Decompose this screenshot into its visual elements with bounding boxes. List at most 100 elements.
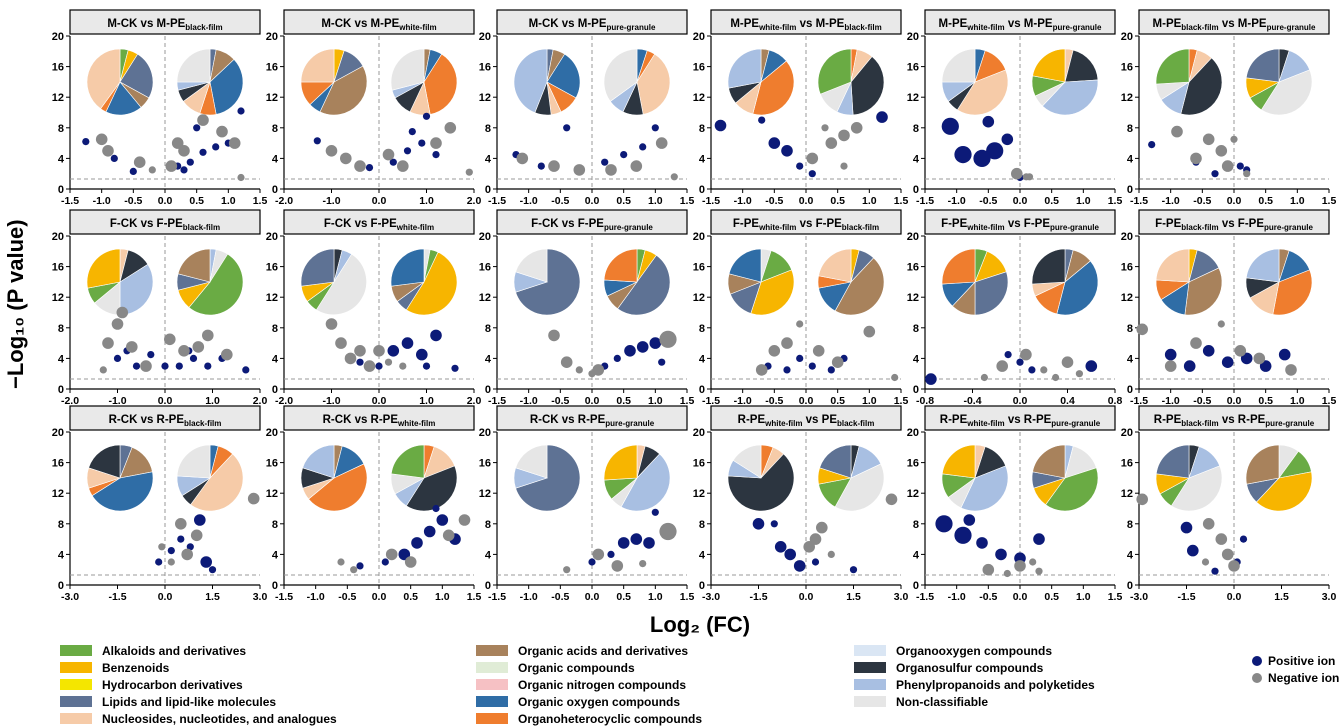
subplot: M-CK vs M-PEwhite-film 0 4 8 12 16 20 -2.0 -1.0 0…: [266, 9, 481, 207]
pie-slice: [603, 444, 638, 481]
pie-slice: [1272, 269, 1313, 316]
positive-ion-point: [161, 362, 169, 370]
legend-label: Organosulfur compounds: [896, 660, 1044, 675]
negative-ion-point: [1215, 145, 1228, 157]
negative-ion-point: [373, 345, 385, 357]
positive-ion-point: [563, 124, 571, 132]
y-tick-label: 8: [485, 323, 491, 335]
x-tick-label: -0.5: [124, 195, 142, 207]
x-tick-label: -0.5: [551, 591, 569, 603]
x-tick-label: -0.5: [1193, 195, 1211, 207]
subplot-title-box: [69, 209, 261, 235]
x-tick-label: -1.0: [1162, 395, 1180, 407]
pie-slice: [176, 444, 211, 479]
subplot: M-PEwhite-film vs M-PEblack-film 0 4 8 12 16 2…: [693, 9, 908, 207]
legend-label: Hydrocarbon derivatives: [102, 677, 243, 692]
subplot: F-PEwhite-film vs F-PEpure-granule 0 4 8 12 1…: [907, 209, 1122, 407]
negative-ion-point: [1215, 533, 1228, 545]
pie-slice: [1245, 248, 1280, 283]
negative-ion-point: [444, 122, 457, 134]
negative-ion-point: [344, 352, 357, 365]
x-tick-label: -1.0: [734, 395, 752, 407]
x-tick-label: -0.5: [338, 591, 356, 603]
subplot-title: F-CK vs F-PEwhite-film: [324, 218, 434, 232]
negative-ion-point: [1217, 320, 1225, 328]
positive-ion-point: [167, 547, 175, 555]
legend-swatch: [476, 679, 508, 690]
y-tick-label: 8: [485, 123, 491, 135]
positive-ion-point: [365, 164, 374, 172]
pie-slice: [88, 444, 121, 479]
negative-ion-point: [605, 164, 617, 176]
x-tick-label: -1.5: [749, 591, 767, 603]
negative-ion-point: [171, 137, 184, 149]
pie-slice: [1045, 467, 1099, 512]
y-tick-label: 4: [699, 153, 706, 165]
y-tick-label: 20: [1121, 31, 1133, 43]
x-tick-label: 1.5: [680, 591, 695, 603]
negative-ion-point: [164, 333, 176, 346]
negative-ion-point: [178, 145, 190, 157]
positive-ion-point: [781, 145, 793, 157]
pie-slice: [209, 58, 244, 115]
positive-ion-point: [237, 107, 245, 115]
pie-slice: [603, 48, 638, 102]
y-tick-label: 4: [1127, 549, 1134, 561]
x-tick-label: -3.0: [1130, 591, 1148, 603]
x-tick-label: 2.0: [467, 395, 482, 407]
positive-ion-point: [658, 358, 666, 366]
legend-item: Lipids and lipid-like molecules: [60, 693, 337, 710]
x-tick-label: -0.5: [1193, 395, 1211, 407]
y-tick-label: 20: [52, 427, 64, 439]
pie-slice: [513, 48, 548, 114]
positive-ion-point: [212, 143, 220, 151]
y-tick-label: 0: [699, 580, 705, 592]
subplot: R-PEwhite-film vs R-PEpure-granule 0 4 8 12 1…: [907, 405, 1122, 603]
positive-ion-point: [204, 362, 212, 370]
y-tick-label: 8: [1127, 323, 1133, 335]
x-tick-label: 1.5: [205, 591, 220, 603]
x-tick-label: -1.5: [1130, 395, 1148, 407]
legend-item: Organic nitrogen compounds: [476, 676, 702, 693]
subplot: R-PEwhite-film vs PEblack-film 0 4 8 12 16 20 -…: [693, 405, 908, 603]
pie-slice: [1245, 48, 1280, 83]
x-tick-label: -3.0: [61, 591, 79, 603]
positive-ion-point: [651, 124, 659, 132]
negative-ion-point: [99, 366, 107, 374]
pie-slice: [390, 444, 425, 479]
pie-slice: [941, 48, 976, 83]
positive-ion-point: [1164, 348, 1177, 361]
positive-ion-point: [963, 514, 976, 526]
positive-ion-point: [401, 337, 414, 349]
pie-slice: [190, 453, 244, 512]
legend-swatch: [476, 713, 508, 724]
negative-ion-point: [560, 356, 573, 369]
positive-ion-point: [1187, 544, 1199, 557]
pie-slice: [1255, 471, 1313, 512]
positive-ion-point: [436, 514, 449, 526]
y-tick-label: 8: [913, 123, 919, 135]
y-tick-label: 0: [485, 580, 491, 592]
negative-ion-point: [102, 145, 114, 157]
x-tick-label: 0.0: [585, 395, 600, 407]
x-tick-label: 3.0: [253, 591, 268, 603]
negative-ion-point: [816, 521, 828, 534]
subplot-title: M-PEwhite-film vs M-PEpure-granule: [939, 18, 1102, 32]
legend-item: Phenylpropanoids and polyketides: [854, 676, 1095, 693]
legend-swatch: [854, 679, 886, 690]
y-tick-label: 8: [913, 519, 919, 531]
y-tick-label: 20: [266, 427, 278, 439]
positive-ion-point: [1221, 356, 1234, 369]
positive-ion-point: [796, 162, 804, 170]
positive-ion-point: [752, 518, 765, 530]
y-tick-label: 0: [913, 580, 919, 592]
negative-ion-point: [442, 529, 455, 542]
x-tick-label: 0.5: [1258, 195, 1273, 207]
negative-ion-point: [548, 329, 560, 342]
pie-slice: [1031, 248, 1066, 285]
y-tick-label: 16: [52, 262, 64, 274]
negative-ion-point: [1171, 125, 1183, 138]
y-tick-label: 12: [266, 488, 278, 500]
x-tick-label: 1.0: [419, 195, 434, 207]
pie-slice: [1180, 57, 1223, 116]
